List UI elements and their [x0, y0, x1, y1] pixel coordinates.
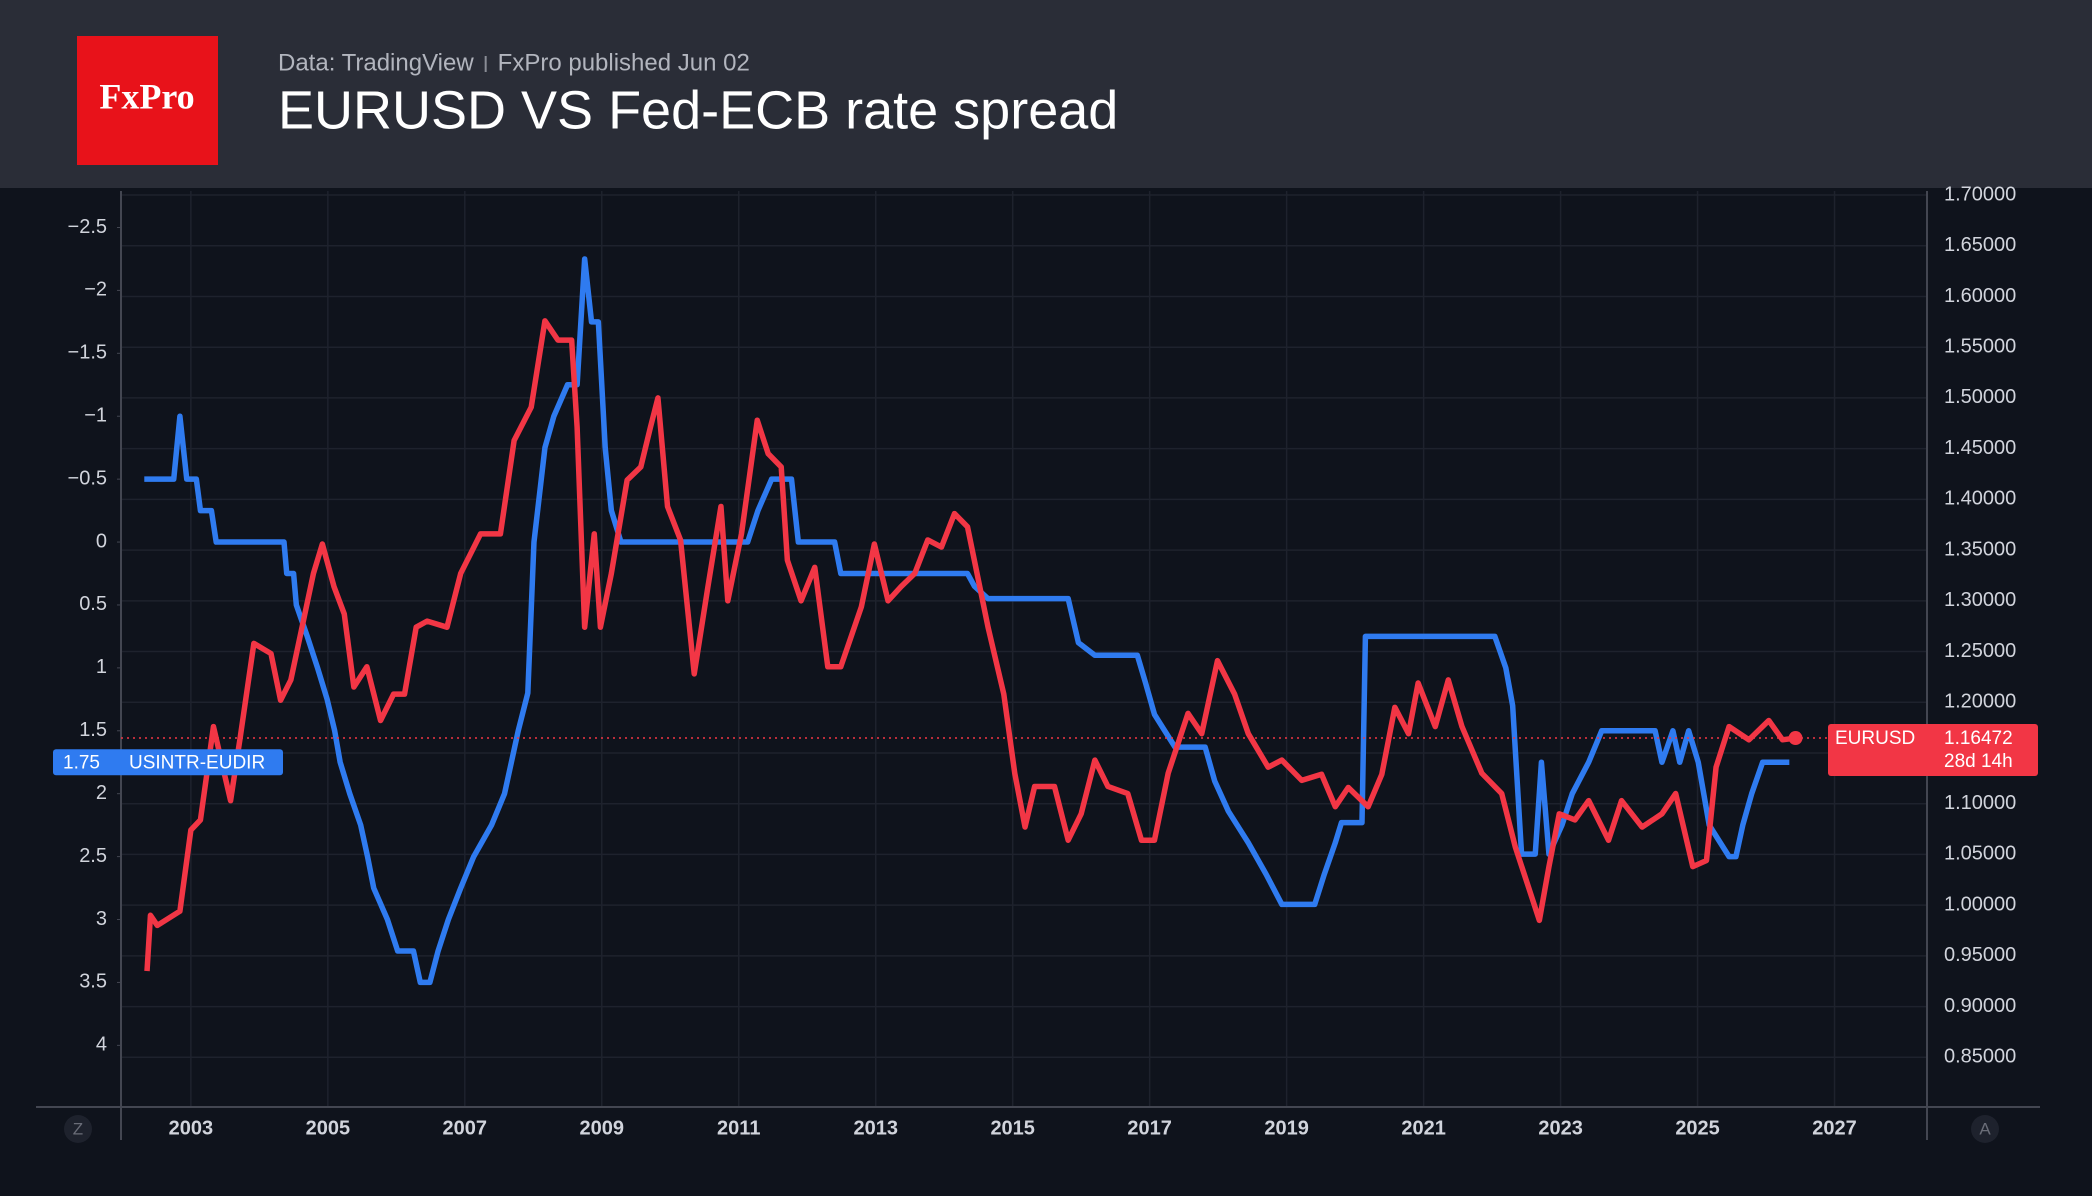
chart-title: EURUSD VS Fed-ECB rate spread: [278, 80, 1118, 140]
x-tick-label: 2003: [169, 1117, 214, 1139]
y-tick-label: −1.5: [68, 342, 107, 364]
y2-tick-label: 1.55000: [1944, 335, 2016, 357]
y2-tick-label: 1.00000: [1944, 893, 2016, 915]
series-tag-value: 1.16472: [1944, 728, 2013, 749]
y-tick-label: 3.5: [79, 971, 107, 993]
axis-button-label: Z: [73, 1119, 83, 1138]
y-tick-label: 2: [96, 782, 107, 804]
series-tag: [1828, 724, 2038, 777]
x-tick-label: 2007: [443, 1117, 488, 1139]
x-tick-label: 2005: [306, 1117, 351, 1139]
source: Data: TradingView: [278, 49, 474, 76]
axis-button-label: A: [1979, 1119, 1991, 1138]
y-tick-label: 0: [96, 530, 107, 552]
y-tick-label: −2.5: [68, 216, 107, 238]
y2-tick-label: 1.35000: [1944, 538, 2016, 560]
y2-tick-label: 1.70000: [1944, 183, 2016, 205]
axis-button: [1971, 1115, 1999, 1143]
y-tick-label: −1: [84, 405, 107, 427]
series-tag: [53, 749, 283, 776]
series-tag-name: USINTR-EUDIR: [129, 752, 265, 773]
y2-tick-label: 1.20000: [1944, 691, 2016, 713]
y-tick-label: −2: [84, 279, 107, 301]
y-tick-label: 3: [96, 908, 107, 930]
y2-tick-label: 1.25000: [1944, 640, 2016, 662]
logo: FxPro: [99, 76, 194, 116]
series-line: [144, 256, 1790, 986]
y-tick-label: −0.5: [68, 467, 107, 489]
logo-box: [77, 36, 218, 165]
published: FxPro published Jun 02: [498, 49, 750, 76]
x-tick-label: 2009: [580, 1117, 625, 1139]
y2-tick-label: 1.50000: [1944, 386, 2016, 408]
series-tag-value: 1.75: [63, 752, 100, 773]
y2-tick-label: 1.40000: [1944, 488, 2016, 510]
x-tick-label: 2015: [990, 1117, 1035, 1139]
header: [0, 0, 2092, 188]
y2-tick-label: 1.10000: [1944, 792, 2016, 814]
y2-tick-label: 1.60000: [1944, 285, 2016, 307]
y2-tick-label: 0.85000: [1944, 1046, 2016, 1068]
x-tick-label: 2025: [1675, 1117, 1720, 1139]
y2-tick-label: 1.30000: [1944, 589, 2016, 611]
y2-tick-label: 0.95000: [1944, 944, 2016, 966]
y-tick-label: 1.5: [79, 719, 107, 741]
x-tick-label: 2013: [853, 1117, 898, 1139]
x-tick-label: 2011: [717, 1117, 760, 1139]
y2-tick-label: 1.45000: [1944, 437, 2016, 459]
series-line: [144, 318, 1796, 972]
x-tick-label: 2027: [1812, 1117, 1857, 1139]
countdown: 28d 14h: [1944, 751, 2013, 772]
y2-tick-label: 0.90000: [1944, 995, 2016, 1017]
y-tick-label: 1: [96, 656, 107, 678]
y2-tick-label: 1.05000: [1944, 843, 2016, 865]
y-tick-label: 0.5: [79, 593, 107, 615]
axis-button: [64, 1115, 92, 1143]
y2-tick-label: 1.65000: [1944, 234, 2016, 256]
x-tick-label: 2017: [1127, 1117, 1172, 1139]
x-tick-label: 2023: [1538, 1117, 1583, 1139]
y-tick-label: 2.5: [79, 845, 107, 867]
series-tag-name: EURUSD: [1835, 728, 1915, 749]
x-tick-label: 2021: [1401, 1117, 1446, 1139]
x-tick-label: 2019: [1264, 1117, 1309, 1139]
y-tick-label: 4: [96, 1034, 107, 1056]
last-point: [1788, 731, 1803, 746]
